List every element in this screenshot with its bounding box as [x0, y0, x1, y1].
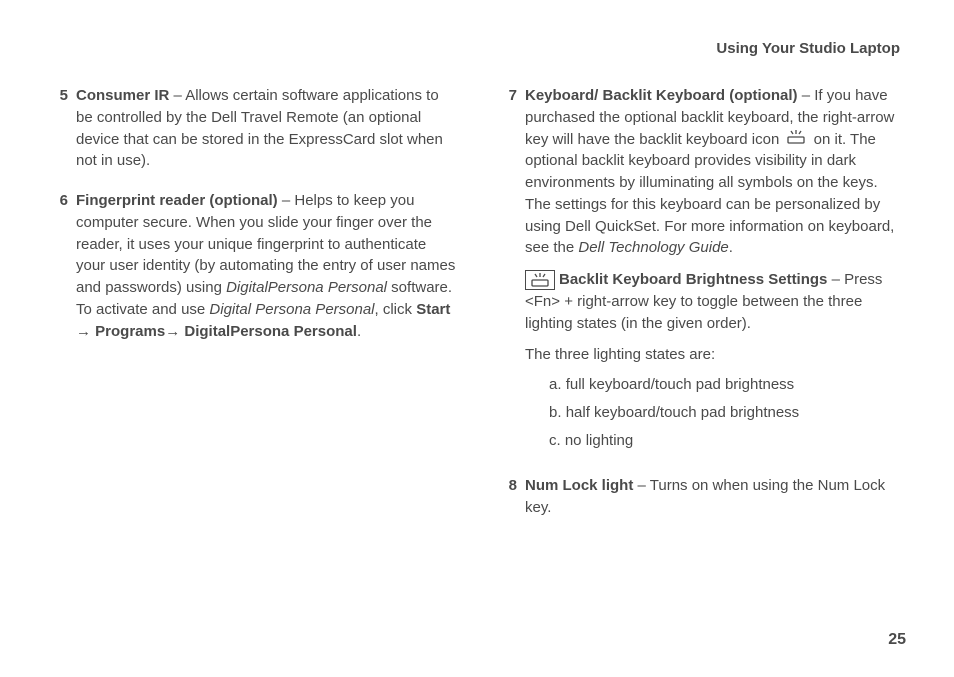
- columns: 5 Consumer IR – Allows certain software …: [48, 85, 906, 537]
- item-title: Fingerprint reader (optional): [76, 192, 278, 209]
- t: .: [357, 323, 361, 340]
- backlit-keyboard-icon: [785, 129, 807, 151]
- menu-path: DigitalPersona Personal: [184, 323, 357, 340]
- right-column: 7 Keyboard/ Backlit Keyboard (optional) …: [497, 85, 906, 537]
- item-number: 5: [48, 85, 68, 172]
- item-body: Fingerprint reader (optional) – Helps to…: [76, 190, 457, 342]
- sep: –: [169, 87, 185, 104]
- software-name: Digital Persona Personal: [209, 301, 374, 318]
- item-number: 8: [497, 475, 517, 519]
- list-text: full keyboard/touch pad brightness: [566, 376, 794, 393]
- item-body: Num Lock light – Turns on when using the…: [525, 475, 906, 519]
- page-number: 25: [888, 631, 906, 649]
- arrow: →: [76, 323, 95, 340]
- item-7: 7 Keyboard/ Backlit Keyboard (optional) …: [497, 85, 906, 457]
- item-6: 6 Fingerprint reader (optional) – Helps …: [48, 190, 457, 342]
- item-body: Keyboard/ Backlit Keyboard (optional) – …: [525, 85, 906, 457]
- page: Using Your Studio Laptop 5 Consumer IR –…: [0, 0, 954, 677]
- menu-path: Programs: [95, 323, 165, 340]
- item-number: 7: [497, 85, 517, 457]
- list-item: c. no lighting: [549, 430, 906, 452]
- item-title: Num Lock light: [525, 477, 633, 494]
- menu-path: Start: [416, 301, 450, 318]
- sub-section: Backlit Keyboard Brightness Settings – P…: [525, 269, 906, 334]
- list-letter: c.: [549, 432, 561, 449]
- sub-title: Backlit Keyboard Brightness Settings: [559, 271, 827, 288]
- sep: –: [278, 192, 295, 209]
- sep: –: [798, 87, 815, 104]
- item-8: 8 Num Lock light – Turns on when using t…: [497, 475, 906, 519]
- item-title: Consumer IR: [76, 87, 169, 104]
- lighting-states-list: a. full keyboard/touch pad brightness b.…: [525, 374, 906, 451]
- page-header: Using Your Studio Laptop: [48, 40, 906, 57]
- list-item: a. full keyboard/touch pad brightness: [549, 374, 906, 396]
- sep: –: [827, 271, 844, 288]
- list-intro: The three lighting states are:: [525, 344, 906, 366]
- t: , click: [375, 301, 417, 318]
- list-text: no lighting: [565, 432, 633, 449]
- item-number: 6: [48, 190, 68, 342]
- item-5: 5 Consumer IR – Allows certain software …: [48, 85, 457, 172]
- item-title: Keyboard/ Backlit Keyboard (optional): [525, 87, 798, 104]
- list-item: b. half keyboard/touch pad brightness: [549, 402, 906, 424]
- item-body: Consumer IR – Allows certain software ap…: [76, 85, 457, 172]
- guide-name: Dell Technology Guide: [578, 239, 728, 256]
- t: on it. The optional backlit keyboard pro…: [525, 131, 894, 257]
- list-letter: b.: [549, 404, 562, 421]
- list-letter: a.: [549, 376, 562, 393]
- sep: –: [633, 477, 649, 494]
- arrow: →: [165, 323, 184, 340]
- backlit-keyboard-icon: [525, 270, 555, 290]
- software-name: DigitalPersona Personal: [226, 279, 387, 296]
- list-text: half keyboard/touch pad brightness: [566, 404, 800, 421]
- t: .: [729, 239, 733, 256]
- left-column: 5 Consumer IR – Allows certain software …: [48, 85, 457, 537]
